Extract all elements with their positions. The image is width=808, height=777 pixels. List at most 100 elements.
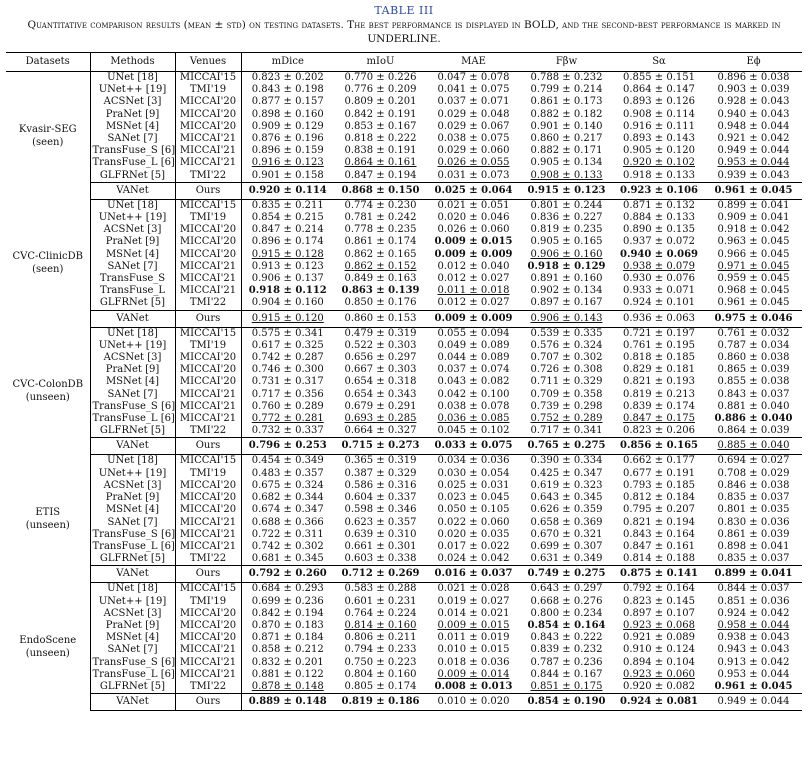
metric-cell: 0.742 ± 0.302: [241, 541, 334, 553]
dataset-name: Kvasir-SEG: [18, 123, 77, 135]
metric-value: 0.966 ± 0.045: [717, 248, 790, 260]
second-best-value: 0.915 ± 0.120: [251, 312, 324, 324]
metric-cell: 0.949 ± 0.044: [705, 145, 802, 157]
metric-value: 0.761 ± 0.032: [717, 327, 790, 339]
metric-value: 0.583 ± 0.288: [344, 583, 417, 595]
table-row: TransFuse_L [6] MICCAI'21 0.772 ± 0.281 0.6…: [6, 413, 802, 426]
best-value: 0.886 ± 0.040: [714, 413, 793, 425]
best-value: 0.868 ± 0.150: [341, 184, 420, 196]
metric-value: 0.044 ± 0.089: [437, 352, 510, 364]
table-row: MSNet [4] MICCAI'20 0.871 ± 0.184 0.806 ± 0…: [6, 632, 802, 645]
metric-value: 0.903 ± 0.039: [717, 84, 790, 96]
metric-value: 0.586 ± 0.316: [344, 479, 417, 491]
metric-cell: 0.878 ± 0.148: [241, 681, 334, 694]
metric-cell: 0.806 ± 0.211: [334, 632, 427, 644]
metric-value: 0.781 ± 0.242: [344, 212, 417, 224]
venue-cell: MICCAI'21: [175, 528, 242, 541]
metric-cell: 0.851 ± 0.036: [705, 596, 802, 608]
metric-cell: 0.886 ± 0.040: [705, 413, 802, 425]
metric-value: 0.746 ± 0.300: [251, 364, 324, 376]
metric-value: 0.365 ± 0.319: [344, 455, 417, 467]
metric-cell: 0.024 ± 0.042: [427, 553, 520, 566]
metric-cell: 0.881 ± 0.040: [705, 401, 802, 413]
metric-value: 0.913 ± 0.123: [251, 260, 324, 272]
metric-cell: 0.726 ± 0.308: [520, 364, 613, 376]
metric-cell: 0.818 ± 0.222: [334, 133, 427, 145]
metric-cell: 0.800 ± 0.234: [520, 608, 613, 620]
metric-value: 0.742 ± 0.287: [251, 352, 324, 364]
metric-value: 0.721 ± 0.197: [623, 327, 695, 339]
method-cell: UNet++ [19]: [90, 84, 176, 97]
col-header-ephi: Eϕ: [705, 52, 802, 72]
metric-cell: 0.835 ± 0.037: [705, 553, 802, 566]
method-cell: UNet [18]: [90, 327, 176, 340]
table-row: SANet [7] MICCAI'21 0.858 ± 0.212 0.794 ± 0…: [6, 644, 802, 657]
venue-cell: MICCAI'20: [175, 376, 242, 389]
metric-value: 0.897 ± 0.107: [623, 607, 695, 619]
metric-cell: 0.863 ± 0.139: [334, 285, 427, 297]
best-value: 0.712 ± 0.269: [341, 568, 420, 580]
metric-value: 0.681 ± 0.345: [251, 553, 324, 565]
metric-cell: 0.042 ± 0.100: [427, 389, 520, 401]
second-best-value: 0.864 ± 0.161: [344, 157, 417, 169]
metric-cell: 0.679 ± 0.291: [334, 401, 427, 413]
metric-value: 0.742 ± 0.302: [251, 540, 324, 552]
metric-value: 0.882 ± 0.182: [530, 108, 603, 120]
metric-value: 0.877 ± 0.157: [251, 96, 324, 108]
method-cell: UNet [18]: [90, 71, 176, 85]
metric-cell: 0.764 ± 0.224: [334, 608, 427, 620]
metric-cell: 0.661 ± 0.301: [334, 541, 427, 553]
venue-cell: TMI'19: [175, 595, 242, 608]
metric-cell: 0.749 ± 0.275: [520, 565, 613, 584]
method-cell: UNet++ [19]: [90, 595, 176, 608]
metric-cell: 0.923 ± 0.068: [613, 620, 705, 632]
metric-cell: 0.948 ± 0.044: [705, 121, 802, 133]
second-best-value: 0.851 ± 0.175: [530, 680, 603, 692]
metric-value: 0.711 ± 0.329: [530, 376, 603, 388]
metric-value: 0.575 ± 0.341: [251, 327, 324, 339]
metric-cell: 0.854 ± 0.215: [241, 212, 334, 224]
metric-value: 0.670 ± 0.321: [530, 528, 603, 540]
metric-value: 0.699 ± 0.236: [251, 595, 324, 607]
metric-value: 0.876 ± 0.196: [251, 133, 324, 145]
second-best-value: 0.923 ± 0.068: [623, 619, 695, 631]
metric-value: 0.853 ± 0.167: [344, 120, 417, 132]
table-row: TransFuse_L [6] MICCAI'21 0.916 ± 0.123 0.8…: [6, 157, 802, 170]
metric-value: 0.905 ± 0.120: [623, 145, 695, 157]
metric-value: 0.940 ± 0.043: [717, 108, 790, 120]
col-header-methods: Methods: [90, 52, 176, 72]
metric-cell: 0.014 ± 0.021: [427, 608, 520, 620]
metric-cell: 0.583 ± 0.288: [334, 583, 427, 596]
metric-value: 0.055 ± 0.094: [437, 327, 510, 339]
metric-value: 0.042 ± 0.100: [437, 388, 510, 400]
metric-value: 0.012 ± 0.027: [437, 273, 510, 285]
venue-cell: TMI'22: [175, 297, 242, 311]
dataset-name: CVC-ColonDB: [12, 379, 84, 391]
metric-value: 0.732 ± 0.337: [251, 425, 324, 437]
metric-cell: 0.923 ± 0.060: [613, 669, 705, 681]
venue-cell: MICCAI'20: [175, 120, 242, 134]
metric-value: 0.017 ± 0.022: [437, 540, 510, 552]
metric-value: 0.862 ± 0.165: [344, 248, 417, 260]
best-value: 0.961 ± 0.045: [714, 680, 793, 692]
venue-cell: MICCAI'20: [175, 224, 242, 237]
metric-cell: 0.038 ± 0.078: [427, 401, 520, 413]
dataset-cell: ETIS (unseen): [6, 454, 91, 583]
second-best-value: 0.916 ± 0.123: [251, 157, 324, 169]
table-row: GLFRNet [5] TMI'22 0.681 ± 0.345 0.603 ± 0.…: [6, 553, 802, 566]
metric-value: 0.522 ± 0.303: [344, 339, 417, 351]
method-cell: PraNet [9]: [90, 492, 176, 505]
metric-cell: 0.805 ± 0.174: [334, 681, 427, 694]
metric-cell: 0.010 ± 0.020: [427, 693, 520, 712]
metric-value: 0.918 ± 0.042: [717, 224, 790, 236]
metric-value: 0.843 ± 0.222: [530, 632, 603, 644]
metric-cell: 0.626 ± 0.359: [520, 504, 613, 516]
venue-cell: MICCAI'15: [175, 327, 242, 340]
method-cell: TransFuse_S [6]: [90, 656, 176, 669]
metric-cell: 0.868 ± 0.150: [334, 181, 427, 200]
metric-value: 0.847 ± 0.194: [344, 169, 417, 181]
metric-cell: 0.901 ± 0.158: [241, 170, 334, 183]
metric-value: 0.643 ± 0.297: [530, 583, 603, 595]
metric-cell: 0.731 ± 0.317: [241, 376, 334, 388]
metric-value: 0.896 ± 0.174: [251, 236, 324, 248]
